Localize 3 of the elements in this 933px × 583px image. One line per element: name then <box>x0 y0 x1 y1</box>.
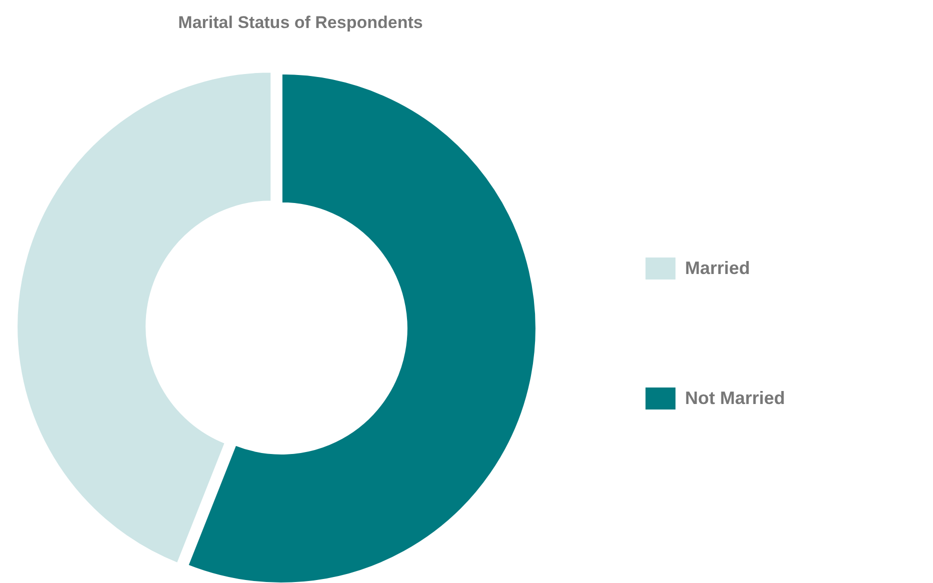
legend-label: Married <box>685 258 750 278</box>
legend-label: Not Married <box>685 388 786 408</box>
chart-title: Marital Status of Respondents <box>178 13 423 32</box>
